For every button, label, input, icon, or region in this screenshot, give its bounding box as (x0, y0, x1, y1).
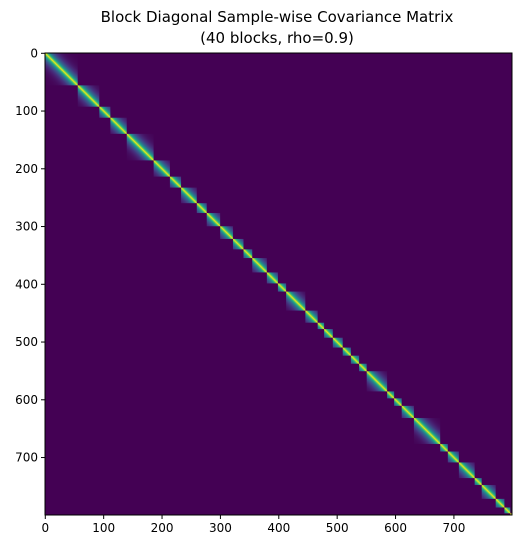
x-tick-label: 500 (326, 521, 349, 535)
heatmap-plot-area (44, 52, 513, 516)
chart-title-line2: (40 blocks, rho=0.9) (200, 29, 354, 47)
y-tick-label: 100 (15, 104, 38, 118)
x-tick-label: 100 (92, 521, 115, 535)
x-tick-label: 300 (209, 521, 232, 535)
x-tick-label: 200 (151, 521, 174, 535)
x-axis: 0 100 200 300 400 500 600 700 (41, 515, 465, 535)
x-tick-label: 600 (384, 521, 407, 535)
heatmap-image (45, 53, 512, 515)
y-tick-label: 600 (15, 393, 38, 407)
y-tick-label: 300 (15, 220, 38, 234)
y-axis: 0 100 200 300 400 500 600 700 (15, 46, 45, 465)
chart-title-line1: Block Diagonal Sample-wise Covariance Ma… (101, 8, 454, 26)
x-tick-label: 700 (442, 521, 465, 535)
y-tick-label: 500 (15, 335, 38, 349)
y-tick-label: 0 (30, 46, 38, 60)
y-tick-label: 700 (15, 451, 38, 465)
x-tick-label: 0 (41, 521, 49, 535)
y-tick-label: 200 (15, 162, 38, 176)
y-tick-label: 400 (15, 277, 38, 291)
x-tick-label: 400 (267, 521, 290, 535)
